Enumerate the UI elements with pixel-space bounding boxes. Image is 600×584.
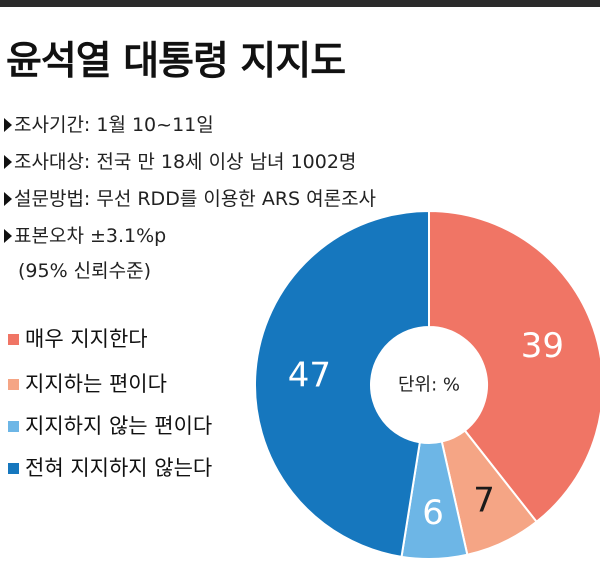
bullet-triangle-icon (4, 155, 12, 169)
donut-hole (371, 327, 487, 443)
info-text: 조사기간: 1월 10~11일 (14, 114, 214, 136)
legend-swatch (8, 334, 19, 345)
bullet-triangle-icon (4, 192, 12, 206)
legend-label: 전혀 지지하지 않는다 (25, 456, 213, 480)
value-label-strong-oppose: 47 (288, 355, 331, 395)
legend-label: 지지하는 편이다 (25, 372, 167, 396)
legend-swatch (8, 421, 19, 432)
info-text: 조사대상: 전국 만 18세 이상 남녀 1002명 (14, 151, 357, 173)
legend-swatch (8, 379, 19, 390)
legend-label: 매우 지지한다 (25, 327, 148, 351)
info-line-survey-target: 조사대상: 전국 만 18세 이상 남녀 1002명 (4, 147, 356, 174)
legend-swatch (8, 463, 19, 474)
legend-item-somewhat-support: 지지하는 편이다 (8, 368, 167, 398)
legend-item-strong-oppose: 전혀 지지하지 않는다 (8, 452, 212, 482)
info-text: 표본오차 ±3.1%p (14, 225, 167, 247)
info-line-sampling-error: 표본오차 ±3.1%p (4, 221, 166, 248)
top-rule (0, 0, 600, 7)
value-label-somewhat-oppose: 6 (422, 493, 444, 533)
legend-item-somewhat-oppose: 지지하지 않는 편이다 (8, 410, 212, 440)
legend-item-strong-support: 매우 지지한다 (8, 323, 148, 353)
value-label-somewhat-support: 7 (473, 481, 495, 521)
info-line-survey-method: 설문방법: 무선 RDD를 이용한 ARS 여론조사 (4, 184, 376, 211)
info-text: 설문방법: 무선 RDD를 이용한 ARS 여론조사 (14, 188, 377, 210)
chart-title: 윤석열 대통령 지지도 (6, 39, 346, 84)
info-line-survey-period: 조사기간: 1월 10~11일 (4, 110, 214, 137)
legend-label: 지지하지 않는 편이다 (25, 414, 213, 438)
bullet-triangle-icon (4, 229, 12, 243)
center-unit-label: 단위: % (398, 375, 460, 396)
bullet-triangle-icon (4, 118, 12, 132)
confidence-level: (95% 신뢰수준) (18, 260, 152, 282)
value-label-strong-support: 39 (521, 326, 564, 366)
